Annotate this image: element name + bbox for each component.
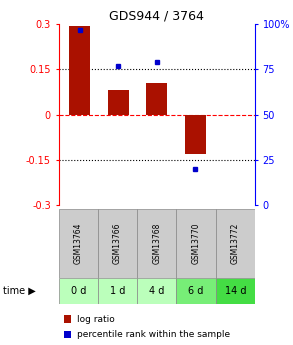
Title: GDS944 / 3764: GDS944 / 3764 [109, 10, 204, 23]
Text: 4 d: 4 d [149, 286, 164, 296]
Bar [176, 209, 216, 278]
Bar [98, 209, 137, 278]
Text: GSM13764: GSM13764 [74, 223, 83, 264]
Bar [216, 278, 255, 304]
Bar [146, 83, 167, 115]
Text: 0 d: 0 d [71, 286, 86, 296]
Text: percentile rank within the sample: percentile rank within the sample [77, 330, 230, 339]
Bar [137, 209, 176, 278]
Bar [69, 26, 90, 115]
Text: time ▶: time ▶ [3, 286, 36, 296]
Bar [176, 278, 216, 304]
Text: GSM13772: GSM13772 [231, 223, 240, 264]
Text: GSM13766: GSM13766 [113, 223, 122, 264]
Bar [216, 209, 255, 278]
Text: log ratio: log ratio [77, 315, 115, 324]
Text: GSM13770: GSM13770 [192, 223, 200, 264]
Bar [59, 209, 98, 278]
Bar [137, 278, 176, 304]
Text: 14 d: 14 d [224, 286, 246, 296]
Text: GSM13768: GSM13768 [152, 223, 161, 264]
Bar [185, 115, 206, 154]
Bar [98, 278, 137, 304]
Bar [59, 278, 98, 304]
Text: 1 d: 1 d [110, 286, 125, 296]
Text: 6 d: 6 d [188, 286, 204, 296]
Bar [108, 90, 129, 115]
